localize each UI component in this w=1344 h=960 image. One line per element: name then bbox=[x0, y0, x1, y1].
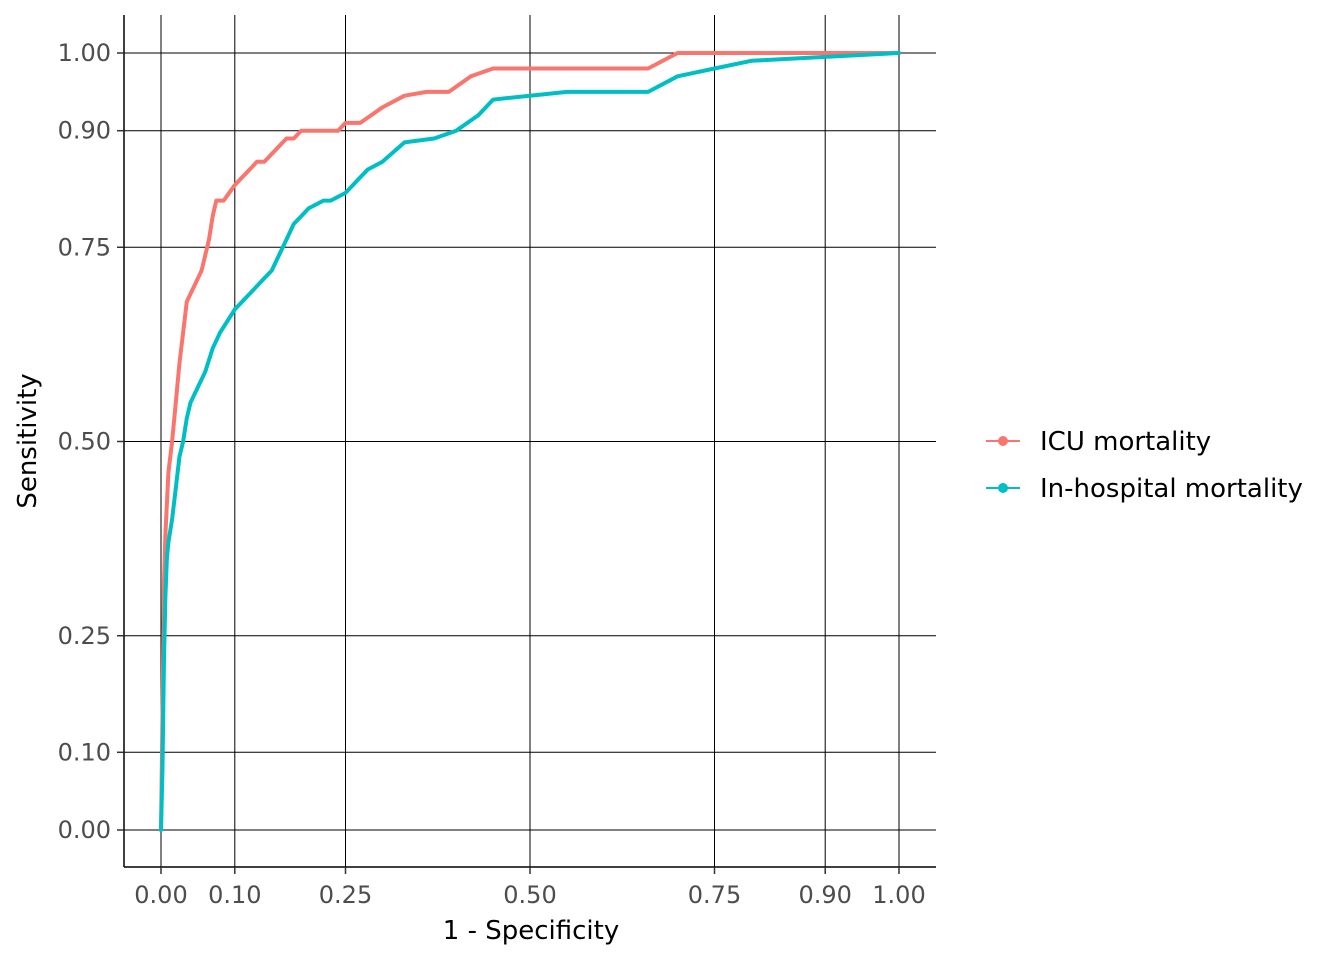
x-tick-label: 0.75 bbox=[688, 881, 741, 909]
y-tick-label: 1.00 bbox=[58, 39, 111, 67]
legend-item: In-hospital mortality bbox=[986, 474, 1303, 504]
y-tick-label: 0.90 bbox=[58, 117, 111, 145]
x-tick-label: 0.25 bbox=[319, 881, 372, 909]
legend-label: In-hospital mortality bbox=[1040, 474, 1303, 504]
grid-lines bbox=[124, 15, 936, 867]
legend-label: ICU mortality bbox=[1040, 427, 1211, 457]
x-tick-label: 1.00 bbox=[872, 881, 925, 909]
x-tick-label: 0.00 bbox=[134, 881, 187, 909]
legend-key-dot bbox=[998, 483, 1008, 493]
y-tick-label: 0.25 bbox=[58, 622, 111, 650]
legend: ICU mortality In-hospital mortality bbox=[986, 427, 1303, 504]
series-line-icu-mortality bbox=[159, 51, 901, 832]
x-tick-label: 0.10 bbox=[208, 881, 261, 909]
y-tick-label: 0.00 bbox=[58, 816, 111, 844]
legend-key-dot bbox=[998, 436, 1008, 446]
y-tick-label: 0.10 bbox=[58, 738, 111, 766]
x-ticks: 0.00 0.10 0.25 0.50 0.75 0.90 1.00 bbox=[134, 867, 926, 909]
y-ticks: 0.00 0.10 0.25 0.50 0.75 0.90 1.00 bbox=[58, 39, 124, 844]
y-tick-label: 0.75 bbox=[58, 233, 111, 261]
y-axis-title: Sensitivity bbox=[13, 373, 43, 508]
series-lines bbox=[159, 51, 901, 832]
x-tick-label: 0.90 bbox=[798, 881, 851, 909]
y-tick-label: 0.50 bbox=[58, 428, 111, 456]
series-line-in-hospital-mortality bbox=[159, 51, 901, 832]
legend-item: ICU mortality bbox=[986, 427, 1211, 457]
x-axis-title: 1 - Specificity bbox=[443, 916, 619, 946]
x-tick-label: 0.50 bbox=[503, 881, 556, 909]
